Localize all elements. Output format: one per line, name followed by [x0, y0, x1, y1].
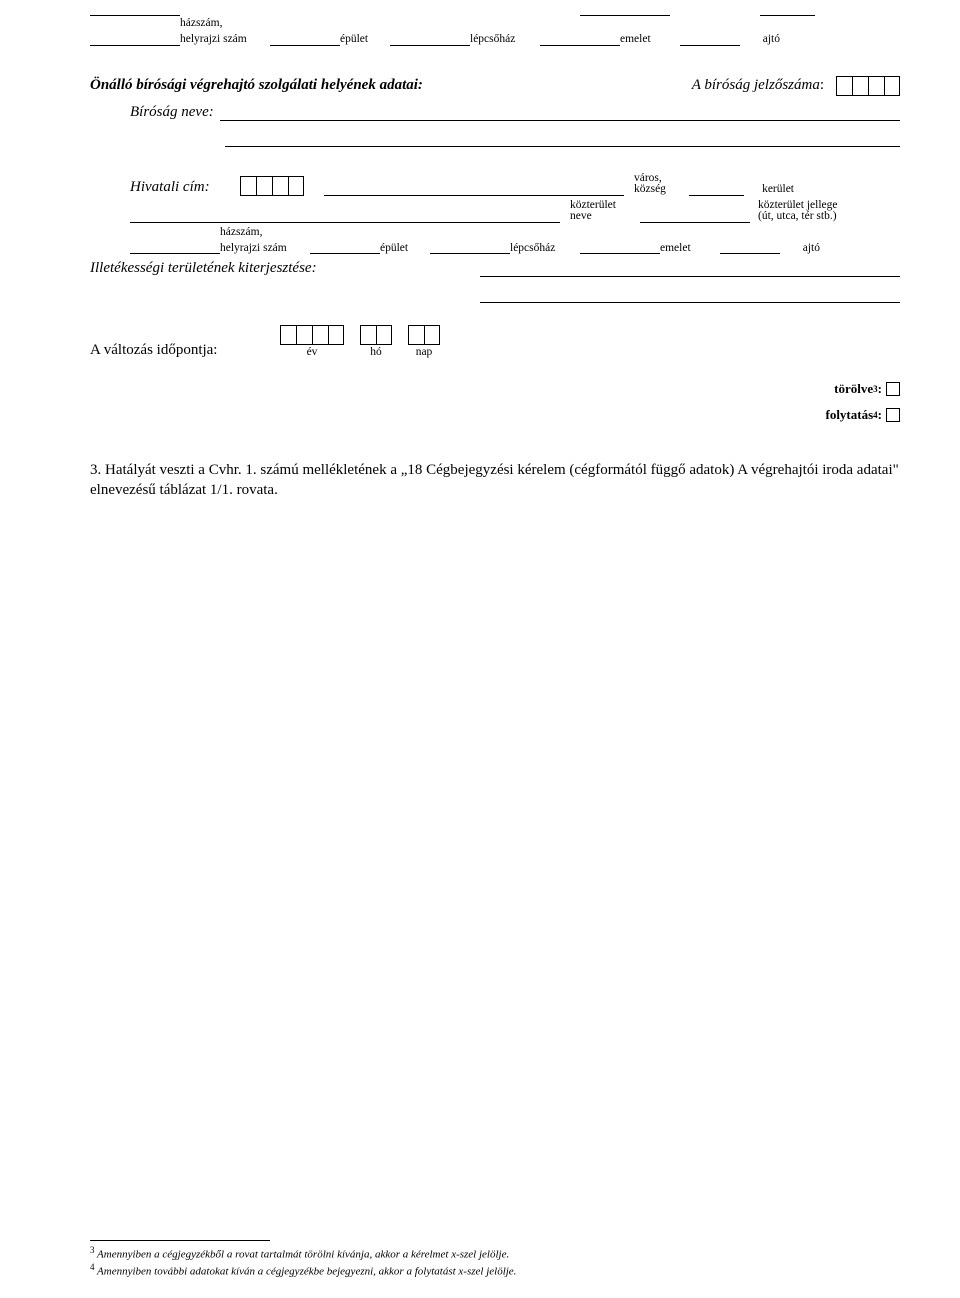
ev-label: év	[307, 347, 318, 359]
fn3-text: Amennyiben a cégjegyzékből a rovat tarta…	[95, 1248, 510, 1260]
helyrajzi-label: helyrajzi szám	[180, 34, 270, 46]
birosag-jelzo-label: A bíróság jelzőszáma	[692, 77, 820, 94]
epulet-label: épület	[340, 34, 390, 46]
hivatali-cim-label: Hivatali cím:	[130, 179, 240, 196]
ho-label: hó	[370, 347, 382, 359]
kozterulet-neve2: neve	[570, 211, 640, 223]
hazszam-label2: házszám,	[220, 227, 310, 239]
ev-boxes[interactable]	[280, 325, 344, 345]
hazszam-label: házszám,	[180, 18, 270, 30]
illetekesseg-label: Illetékességi területének kiterjesztése:	[90, 260, 410, 277]
lepcsohaz-label2: lépcsőház	[510, 243, 580, 255]
colon: :	[820, 77, 824, 94]
folytatas-checkbox[interactable]	[886, 408, 900, 422]
fn4-text: Amennyiben további adatokat kíván a cégj…	[95, 1266, 517, 1278]
kerulet-label: kerület	[744, 184, 794, 196]
birosag-jelzo-boxes[interactable]	[836, 76, 900, 96]
body-paragraph: 3. Hatályát veszti a Cvhr. 1. számú mell…	[90, 460, 900, 501]
torolve-checkbox[interactable]	[886, 382, 900, 396]
varos-label2: község	[634, 184, 689, 196]
emelet-label2: emelet	[660, 243, 720, 255]
epulet-label2: épület	[380, 243, 430, 255]
footnotes: 3 Amennyiben a cégjegyzékből a rovat tar…	[90, 1240, 900, 1280]
ajto-label2: ajtó	[780, 243, 820, 255]
emelet-label: emelet	[620, 34, 680, 46]
birosag-neve-label: Bíróság neve:	[130, 104, 220, 121]
torolve-label: törölve	[834, 381, 873, 397]
ajto-label: ajtó	[740, 34, 780, 46]
lepcsohaz-label: lépcsőház	[470, 34, 540, 46]
nap-boxes[interactable]	[408, 325, 440, 345]
folytatas-label: folytatás	[825, 407, 873, 423]
nap-label: nap	[416, 347, 433, 359]
valtozas-label: A változás időpontja:	[90, 342, 280, 359]
section-heading: Önálló bírósági végrehajtó szolgálati he…	[90, 77, 423, 94]
kozterulet-jellege2: (út, utca, tér stb.)	[758, 211, 868, 223]
helyrajzi-label2: helyrajzi szám	[220, 243, 310, 255]
hivatali-cim-boxes[interactable]	[240, 176, 304, 196]
ho-boxes[interactable]	[360, 325, 392, 345]
